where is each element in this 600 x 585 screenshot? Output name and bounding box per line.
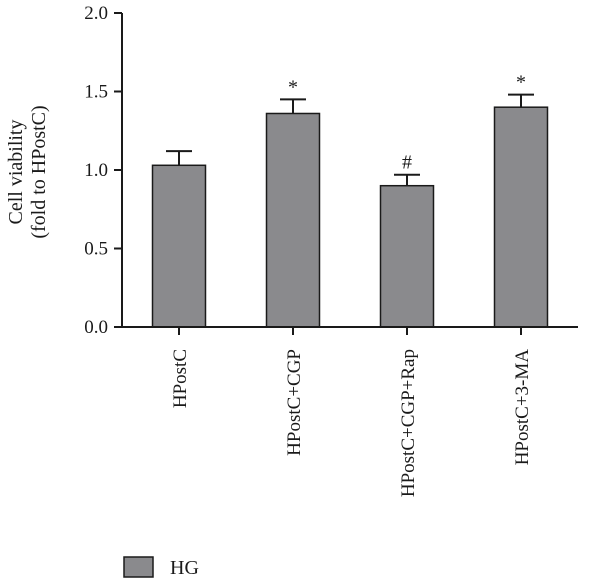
significance-marker: * xyxy=(288,76,298,98)
y-tick-label: 0.5 xyxy=(84,239,108,260)
legend: HG xyxy=(123,556,199,579)
x-category-label: HPostC+CGP+Rap xyxy=(398,349,419,497)
x-category-label: HPostC xyxy=(170,349,191,408)
y-axis-label-line-1: Cell viability xyxy=(5,120,27,225)
y-tick-label: 0.0 xyxy=(84,317,108,338)
y-tick-label: 1.0 xyxy=(84,160,108,181)
legend-label-hg: HG xyxy=(170,557,199,579)
y-axis-label: Cell viability (fold to HPostC) xyxy=(5,105,50,238)
legend-swatch-hg xyxy=(123,556,154,578)
significance-marker: * xyxy=(516,72,526,94)
x-category-label: HPostC+CGP xyxy=(284,349,305,456)
significance-marker: # xyxy=(402,152,412,174)
bar xyxy=(265,112,321,328)
y-ticks: 0.0 0.5 1.0 1.5 2.0 xyxy=(84,3,122,338)
significance-annotations: * # * xyxy=(288,72,526,174)
y-tick-label: 1.5 xyxy=(84,82,108,103)
x-category-label: HPostC+3-MA xyxy=(512,349,533,466)
y-tick-label: 2.0 xyxy=(84,3,108,24)
y-axis-label-line-2: (fold to HPostC) xyxy=(28,105,50,238)
x-category-labels: HPostC HPostC+CGP HPostC+CGP+Rap HPostC+3-M… xyxy=(170,327,533,497)
bar xyxy=(493,106,549,328)
bar xyxy=(151,164,207,328)
bars xyxy=(151,106,549,328)
bar xyxy=(379,184,435,328)
error-bars xyxy=(166,93,534,186)
